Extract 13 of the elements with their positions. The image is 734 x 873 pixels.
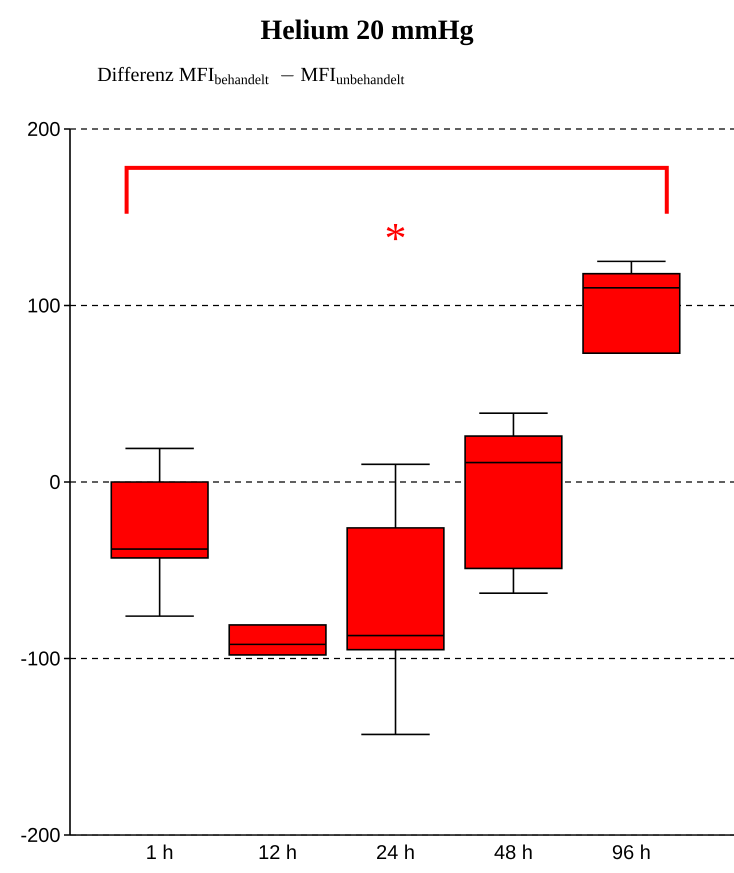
y-axis-title: $\mathrm{Differenz\ MFI}_{\mathrm{behandelt}}\ \ \mathrm{-}\ \mathrm{MFI}_{\mathrm{unbehandelt}}$ [98,66,404,84]
x-tick-label: 12 h [260,844,296,860]
y-tick-label: -200 [21,828,60,842]
x-tick-label: 96 h [612,844,650,860]
y-tick-label: 0 [50,474,60,490]
x-tick-label: 1 h [147,844,172,860]
y-tick-label: -100 [21,651,60,666]
y-tick-label: 200 [28,122,60,136]
x-tick-label: 24 h [377,844,414,860]
x-tick-label: 48 h [494,844,532,860]
y-tick-label: 100 [28,298,60,313]
annotation: * [386,224,404,240]
chart-title: Helium 20 mmHg [260,20,474,46]
